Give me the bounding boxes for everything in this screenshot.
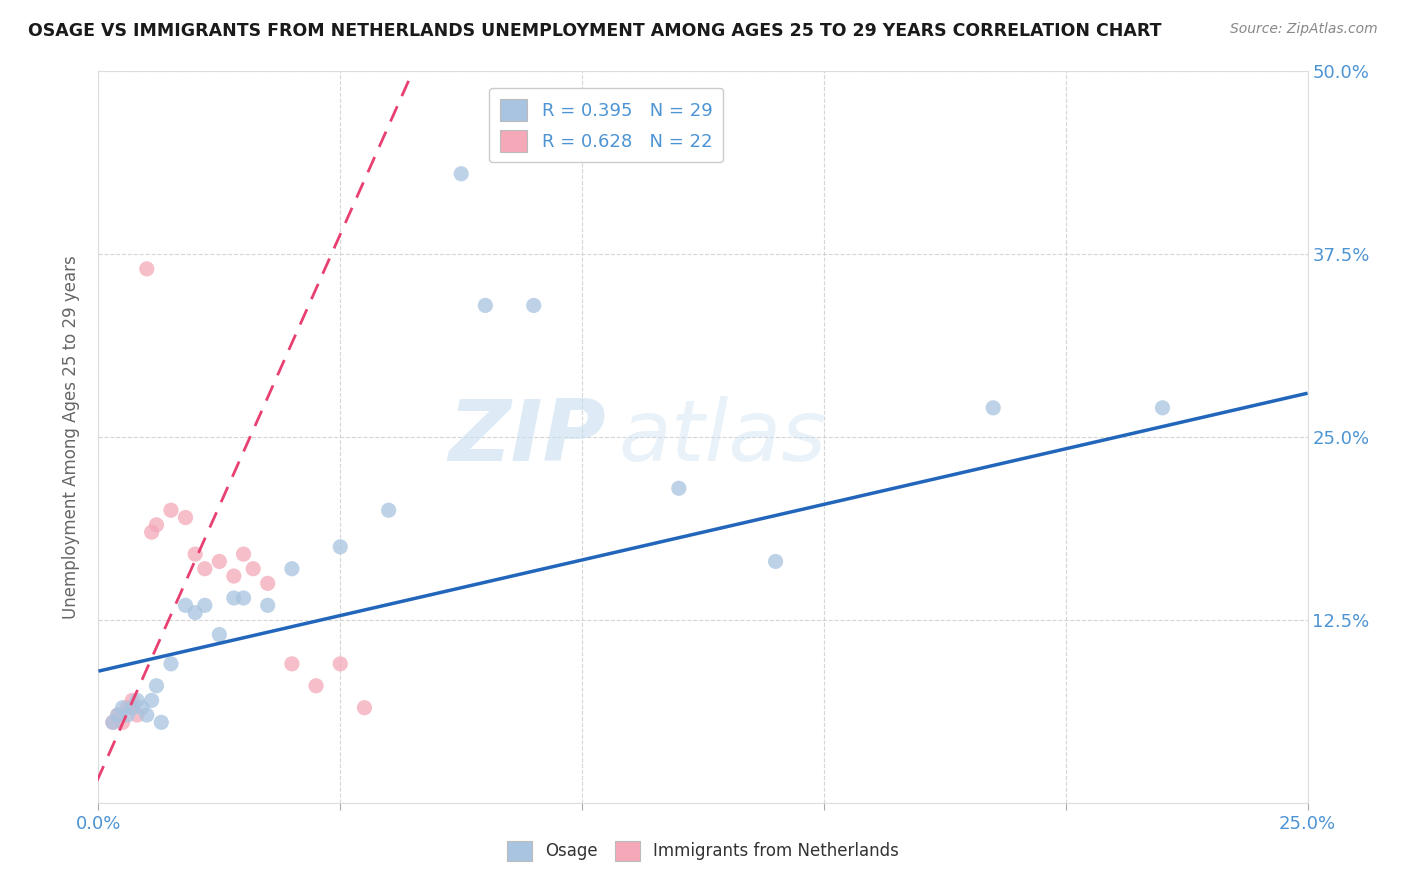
- Point: [222, 591, 245, 605]
- Point: [101, 715, 124, 730]
- Point: [668, 481, 690, 495]
- Point: [145, 679, 167, 693]
- Point: [256, 599, 278, 613]
- Point: [141, 693, 163, 707]
- Point: [329, 657, 352, 671]
- Point: [117, 708, 139, 723]
- Point: [329, 540, 352, 554]
- Point: [121, 700, 143, 714]
- Point: [101, 715, 124, 730]
- Point: [160, 657, 183, 671]
- Text: Source: ZipAtlas.com: Source: ZipAtlas.com: [1230, 22, 1378, 37]
- Point: [281, 562, 304, 576]
- Point: [141, 525, 163, 540]
- Point: [145, 517, 167, 532]
- Point: [256, 576, 278, 591]
- Point: [135, 261, 157, 276]
- Point: [474, 298, 496, 312]
- Point: [131, 700, 153, 714]
- Y-axis label: Unemployment Among Ages 25 to 29 years: Unemployment Among Ages 25 to 29 years: [62, 255, 80, 619]
- Point: [150, 715, 173, 730]
- Point: [174, 599, 197, 613]
- Point: [242, 562, 264, 576]
- Point: [194, 599, 217, 613]
- Point: [981, 401, 1004, 415]
- Text: ZIP: ZIP: [449, 395, 606, 479]
- Point: [353, 700, 375, 714]
- Point: [305, 679, 328, 693]
- Point: [121, 693, 143, 707]
- Point: [765, 554, 787, 568]
- Point: [184, 547, 207, 561]
- Point: [127, 708, 149, 723]
- Point: [135, 708, 157, 723]
- Point: [222, 569, 245, 583]
- Point: [232, 547, 254, 561]
- Text: atlas: atlas: [619, 395, 827, 479]
- Text: OSAGE VS IMMIGRANTS FROM NETHERLANDS UNEMPLOYMENT AMONG AGES 25 TO 29 YEARS CORR: OSAGE VS IMMIGRANTS FROM NETHERLANDS UNE…: [28, 22, 1161, 40]
- Point: [1152, 401, 1174, 415]
- Point: [107, 708, 129, 723]
- Point: [194, 562, 217, 576]
- Point: [174, 510, 197, 524]
- Point: [184, 606, 207, 620]
- Point: [281, 657, 304, 671]
- Point: [111, 715, 134, 730]
- Point: [232, 591, 254, 605]
- Point: [107, 708, 129, 723]
- Point: [377, 503, 399, 517]
- Point: [208, 554, 231, 568]
- Point: [111, 700, 134, 714]
- Point: [117, 700, 139, 714]
- Point: [523, 298, 546, 312]
- Point: [160, 503, 183, 517]
- Point: [208, 627, 231, 641]
- Point: [127, 693, 149, 707]
- Legend: Osage, Immigrants from Netherlands: Osage, Immigrants from Netherlands: [501, 834, 905, 868]
- Point: [450, 167, 472, 181]
